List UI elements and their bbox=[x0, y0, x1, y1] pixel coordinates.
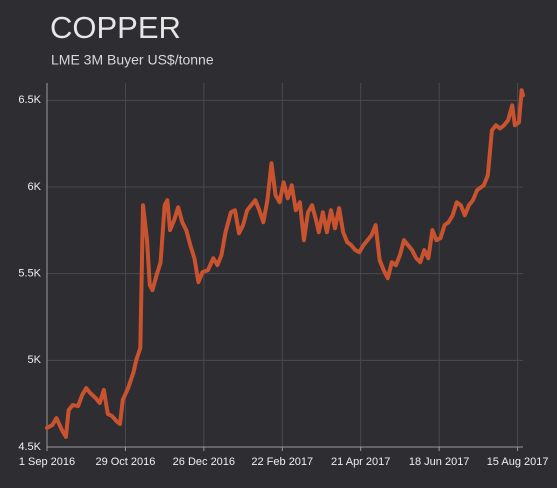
x-tick-label: 18 Jun 2017 bbox=[409, 456, 470, 468]
y-tick-label: 5.5K bbox=[18, 268, 41, 280]
y-tick-label: 6.5K bbox=[18, 94, 41, 106]
x-tick-label: 21 Apr 2017 bbox=[331, 456, 390, 468]
chart-title: COPPER bbox=[50, 10, 181, 45]
x-tick-label: 29 Oct 2016 bbox=[95, 456, 155, 468]
y-tick-label: 5K bbox=[28, 354, 42, 366]
x-tick-label: 1 Sep 2016 bbox=[19, 456, 75, 468]
price-line bbox=[45, 88, 525, 439]
y-tick-label: 6K bbox=[28, 181, 42, 193]
y-tick-label: 4.5K bbox=[18, 441, 41, 453]
chart-subtitle: LME 3M Buyer US$/tonne bbox=[51, 52, 214, 68]
x-tick-label: 15 Aug 2017 bbox=[487, 456, 549, 468]
x-tick-label: 22 Feb 2017 bbox=[251, 456, 313, 468]
x-tick-label: 26 Dec 2016 bbox=[173, 456, 235, 468]
